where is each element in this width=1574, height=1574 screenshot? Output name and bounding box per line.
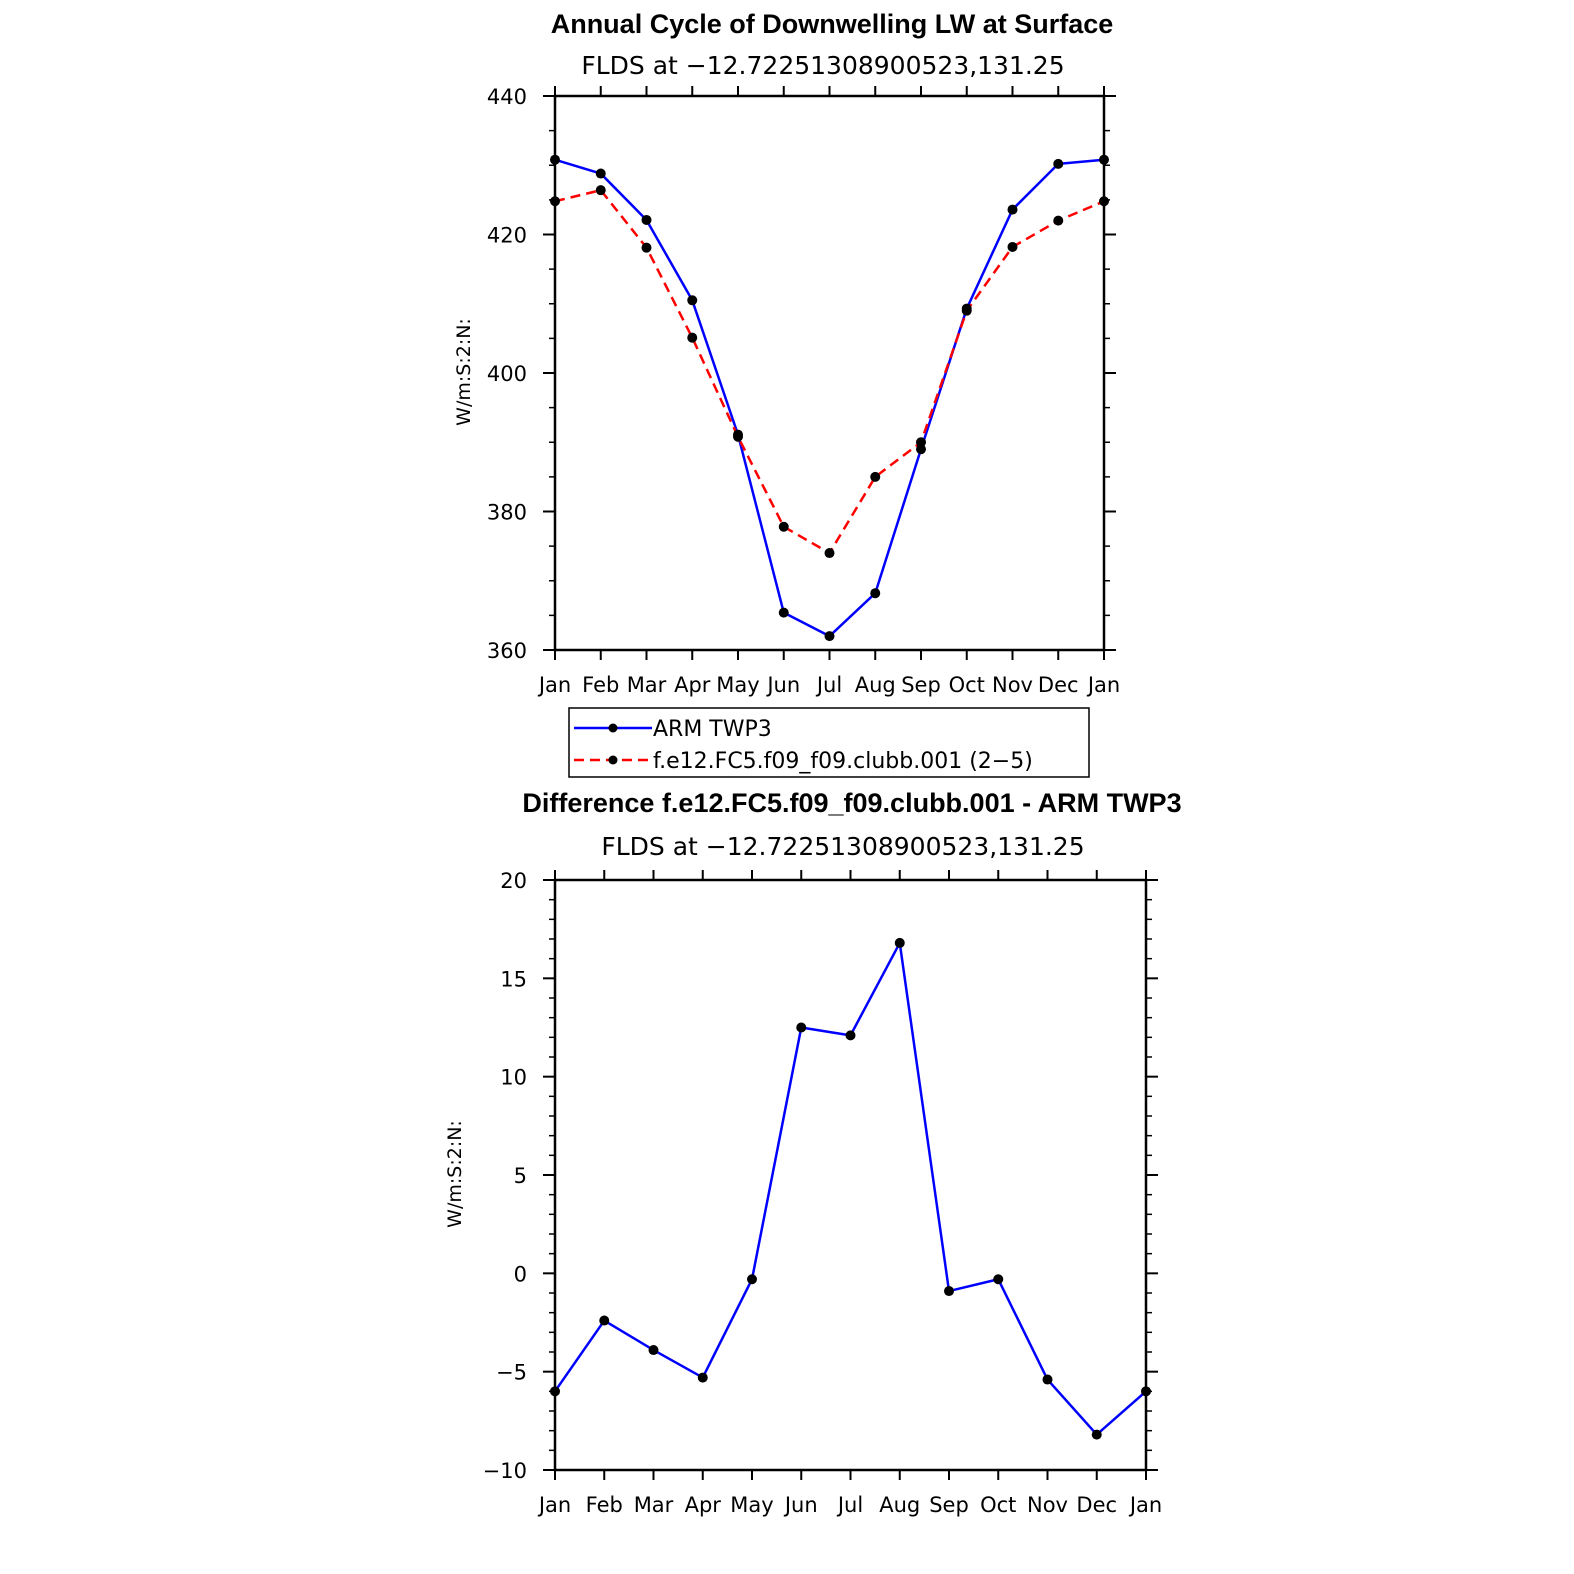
y-tick-label: 10 — [500, 1066, 527, 1090]
difference-subtitle: FLDS at −12.72251308900523,131.25 — [601, 832, 1084, 861]
data-point — [687, 332, 698, 343]
data-point — [687, 295, 698, 306]
data-point — [944, 1286, 954, 1297]
data-point — [550, 1386, 560, 1397]
x-tick-label: Oct — [949, 673, 985, 697]
legend-marker-arm — [608, 723, 618, 733]
series-line-1 — [554, 188, 1105, 555]
x-tick-label: Aug — [855, 673, 896, 697]
data-point — [595, 168, 606, 179]
x-tick-label: Sep — [901, 673, 941, 697]
y-tick-label: 5 — [514, 1164, 527, 1188]
data-point — [648, 1345, 659, 1356]
x-tick-label: Mar — [627, 673, 667, 697]
annual-cycle-title: Annual Cycle of Downwelling LW at Surfac… — [551, 9, 1114, 39]
series-line-0 — [554, 158, 1105, 638]
data-point — [1053, 215, 1064, 226]
x-tick-label: Jun — [765, 673, 800, 697]
data-point — [641, 214, 652, 225]
data-point — [778, 521, 789, 532]
annual-cycle-ylabel: W/m:S:2:N: — [453, 318, 475, 426]
data-point — [550, 154, 560, 165]
data-point — [845, 1030, 856, 1041]
data-point — [1099, 154, 1109, 165]
data-point — [1141, 1386, 1151, 1397]
data-point — [916, 444, 926, 455]
x-tick-label: Feb — [582, 673, 619, 697]
data-point — [733, 431, 743, 442]
x-tick-label: Jan — [1086, 673, 1120, 697]
x-tick-label: Nov — [992, 673, 1033, 697]
data-point — [961, 305, 972, 316]
x-tick-label: Jan — [1128, 1493, 1162, 1517]
series-line-0 — [553, 941, 1147, 1436]
data-point — [1053, 158, 1064, 169]
legend-box — [568, 707, 1090, 778]
x-tick-label: Dec — [1076, 1493, 1117, 1517]
data-point — [993, 1274, 1004, 1285]
plot-frame — [553, 878, 1148, 1472]
data-point — [1091, 1429, 1102, 1440]
data-point — [747, 1274, 757, 1285]
x-tick-label: Apr — [685, 1493, 722, 1517]
x-tick-label: Jan — [537, 1493, 571, 1517]
y-tick-label: 440 — [487, 85, 527, 109]
x-tick-label: May — [730, 1493, 773, 1517]
data-point — [1099, 196, 1109, 207]
x-tick-label: Jul — [815, 673, 842, 697]
plot-frame — [553, 94, 1106, 652]
data-point — [697, 1372, 708, 1383]
y-tick-label: −5 — [496, 1361, 527, 1385]
x-tick-label: Nov — [1027, 1493, 1068, 1517]
x-tick-label: Mar — [634, 1493, 674, 1517]
y-tick-label: −10 — [483, 1459, 527, 1483]
annual-cycle-panel: Annual Cycle of Downwelling LW at Surfac… — [453, 9, 1120, 778]
data-point — [824, 548, 835, 559]
data-point — [599, 1315, 610, 1326]
legend-label-model: f.e12.FC5.f09_f09.clubb.001 (2−5) — [653, 749, 1033, 774]
x-tick-label: Aug — [879, 1493, 920, 1517]
y-tick-label: 0 — [514, 1262, 527, 1286]
data-point — [1042, 1374, 1053, 1385]
legend-marker-model — [608, 755, 618, 765]
x-tick-label: Dec — [1038, 673, 1079, 697]
x-tick-label: Apr — [674, 673, 711, 697]
legend: ARM TWP3 f.e12.FC5.f09_f09.clubb.001 (2−… — [568, 707, 1090, 778]
data-point — [870, 588, 881, 599]
x-tick-label: Jun — [783, 1493, 818, 1517]
data-point — [870, 471, 881, 482]
data-point — [1007, 204, 1018, 215]
difference-title: Difference f.e12.FC5.f09_f09.clubb.001 -… — [522, 788, 1181, 818]
x-tick-label: Jul — [836, 1493, 863, 1517]
x-tick-label: Jan — [537, 673, 571, 697]
y-tick-label: 400 — [487, 362, 527, 386]
y-tick-label: 15 — [500, 967, 527, 991]
x-tick-label: Sep — [929, 1493, 969, 1517]
legend-label-arm: ARM TWP3 — [653, 717, 772, 742]
annual-cycle-subtitle: FLDS at −12.72251308900523,131.25 — [581, 51, 1064, 80]
x-tick-label: Oct — [980, 1493, 1016, 1517]
y-tick-label: 380 — [487, 501, 527, 525]
difference-ylabel: W/m:S:2:N: — [444, 1120, 466, 1228]
data-point — [1007, 241, 1018, 252]
x-tick-label: Feb — [586, 1493, 623, 1517]
data-point — [916, 437, 926, 448]
y-tick-label: 360 — [487, 639, 527, 663]
x-tick-label: May — [716, 673, 759, 697]
data-point — [550, 196, 560, 207]
data-point — [641, 242, 652, 253]
data-point — [894, 937, 905, 948]
y-tick-label: 420 — [487, 224, 527, 248]
data-point — [796, 1022, 807, 1033]
data-point — [778, 607, 789, 618]
difference-panel: Difference f.e12.FC5.f09_f09.clubb.001 -… — [444, 788, 1182, 1517]
y-tick-label: 20 — [500, 869, 527, 893]
data-point — [824, 631, 835, 642]
data-point — [595, 185, 606, 196]
